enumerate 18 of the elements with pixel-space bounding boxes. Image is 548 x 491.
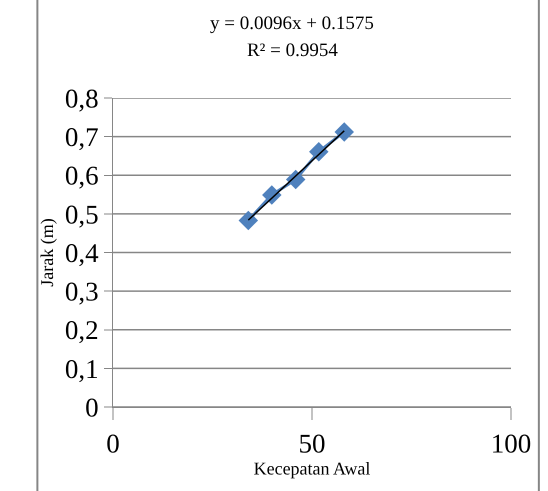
- x-tick-label: 100: [490, 428, 532, 458]
- point: [334, 122, 354, 142]
- y-tick-label: 0,2: [64, 315, 99, 346]
- point: [238, 210, 258, 230]
- y-tick-label: 0,3: [64, 276, 99, 307]
- text: R² = 0.9954: [247, 40, 338, 61]
- y-tick-label: 0,1: [64, 354, 99, 384]
- x-tick-label: 0: [106, 428, 120, 458]
- y-tick-label: 0,6: [64, 160, 99, 191]
- x-tick-label: 50: [298, 428, 326, 458]
- y-tick-label: 0,4: [64, 238, 100, 268]
- x-axis-title: Kecepatan Awal: [254, 458, 370, 478]
- text: y = 0.0096x + 0.1575: [210, 13, 374, 34]
- y-axis-title: Jarak (m): [37, 218, 58, 287]
- y-tick-label: 0: [85, 392, 99, 422]
- y-tick-label: 0,7: [64, 122, 99, 152]
- y-tick-label: 0,5: [64, 199, 99, 230]
- y-tick-label: 0,8: [64, 83, 99, 114]
